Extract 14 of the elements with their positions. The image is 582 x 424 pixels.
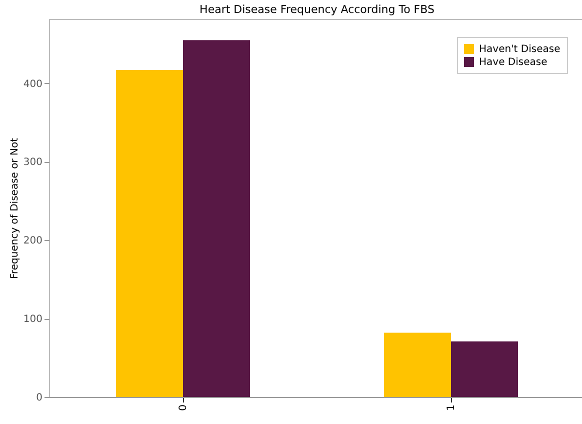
- bar: [451, 341, 518, 397]
- bar: [116, 70, 183, 397]
- chart-title: Heart Disease Frequency According To FBS: [200, 3, 434, 16]
- y-axis-title: Frequency of Disease or Not: [9, 138, 20, 280]
- y-tick-label: 100: [23, 314, 42, 326]
- y-tick-label: 300: [23, 157, 42, 168]
- y-tick-label: 0: [36, 392, 42, 404]
- x-tick-label: 1: [446, 404, 457, 411]
- bar: [183, 40, 250, 397]
- legend-label: Have Disease: [479, 57, 548, 68]
- legend-label: Haven't Disease: [479, 44, 560, 55]
- y-tick-label: 400: [23, 78, 42, 90]
- bar: [384, 332, 451, 397]
- y-tick-label: 200: [23, 236, 42, 247]
